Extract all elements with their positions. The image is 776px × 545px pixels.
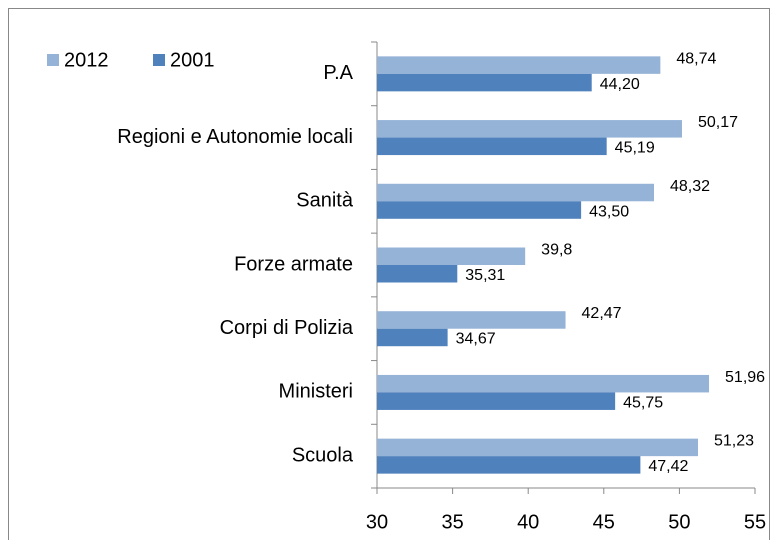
category-label: Corpi di Polizia [220,317,354,339]
legend-label: 2012 [64,49,109,71]
frame [8,8,770,545]
value-label: 43,50 [589,203,629,220]
bar [377,438,698,457]
x-tick-label: 30 [366,511,388,533]
value-label: 48,74 [676,50,716,67]
bar [377,183,654,202]
value-label: 51,96 [725,369,765,386]
value-label: 45,75 [623,394,663,411]
category-label: Scuola [292,444,354,466]
x-tick-label: 50 [668,511,690,533]
category-label: P.A [323,62,353,84]
value-label: 39,8 [541,241,572,258]
bar [377,120,682,138]
category-label: Sanità [296,190,354,212]
value-label: 50,17 [698,114,738,131]
value-label: 51,23 [714,433,754,450]
legend-swatch [153,54,165,66]
category-label: Forze armate [234,253,353,275]
bar [377,265,458,283]
bar [377,137,607,156]
bar [377,456,641,474]
bar [377,73,592,92]
bar [377,201,582,219]
x-tick-label: 40 [517,511,539,533]
legend-label: 2001 [170,49,215,71]
value-label: 47,42 [648,458,688,475]
bar [377,374,710,393]
x-tick-label: 35 [441,511,463,533]
value-label: 34,67 [456,331,496,348]
bar [377,247,526,265]
value-label: 42,47 [582,305,622,322]
x-tick-label: 55 [744,511,766,533]
x-tick-label: 45 [593,511,615,533]
bar [377,328,448,347]
value-label: 35,31 [465,267,505,284]
bar [377,56,661,74]
bar [377,392,616,410]
value-label: 48,32 [670,178,710,195]
bar [377,311,566,329]
category-label: Ministeri [279,381,353,403]
legend-swatch [47,54,59,66]
value-label: 44,20 [600,76,640,93]
category-label: Regioni e Autonomie locali [117,126,353,148]
value-label: 45,19 [615,140,655,157]
